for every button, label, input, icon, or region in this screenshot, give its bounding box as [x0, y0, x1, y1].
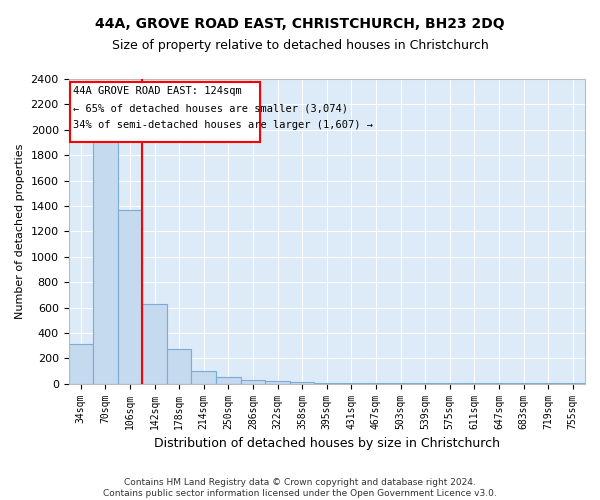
- Bar: [167, 350, 191, 384]
- Bar: [290, 382, 314, 384]
- Text: 34% of semi-detached houses are larger (1,607) →: 34% of semi-detached houses are larger (…: [73, 120, 373, 130]
- X-axis label: Distribution of detached houses by size in Christchurch: Distribution of detached houses by size …: [154, 437, 500, 450]
- Bar: [70, 82, 260, 142]
- Text: Size of property relative to detached houses in Christchurch: Size of property relative to detached ho…: [112, 39, 488, 52]
- Bar: [191, 371, 216, 384]
- Bar: [118, 210, 142, 384]
- Bar: [93, 138, 118, 384]
- Bar: [339, 383, 364, 384]
- Text: Contains HM Land Registry data © Crown copyright and database right 2024.
Contai: Contains HM Land Registry data © Crown c…: [103, 478, 497, 498]
- Bar: [216, 378, 241, 384]
- Bar: [314, 383, 339, 384]
- Bar: [68, 344, 93, 384]
- Text: ← 65% of detached houses are smaller (3,074): ← 65% of detached houses are smaller (3,…: [73, 103, 349, 113]
- Y-axis label: Number of detached properties: Number of detached properties: [15, 144, 25, 319]
- Bar: [142, 304, 167, 384]
- Bar: [241, 380, 265, 384]
- Bar: [265, 381, 290, 384]
- Text: 44A GROVE ROAD EAST: 124sqm: 44A GROVE ROAD EAST: 124sqm: [73, 86, 242, 96]
- Text: 44A, GROVE ROAD EAST, CHRISTCHURCH, BH23 2DQ: 44A, GROVE ROAD EAST, CHRISTCHURCH, BH23…: [95, 18, 505, 32]
